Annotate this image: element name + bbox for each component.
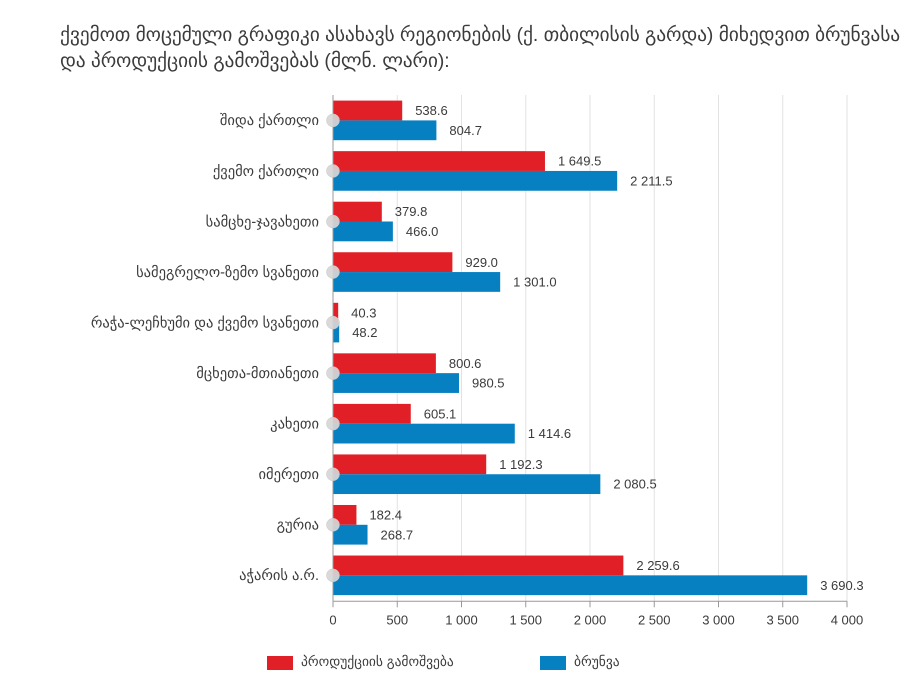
svg-text:1 500: 1 500 xyxy=(509,612,542,627)
svg-text:აჭარის ა.რ.: აჭარის ა.რ. xyxy=(239,567,319,584)
svg-text:1 000: 1 000 xyxy=(445,612,478,627)
svg-text:929.0: 929.0 xyxy=(465,255,498,270)
svg-text:2 259.6: 2 259.6 xyxy=(636,558,679,573)
svg-text:2 080.5: 2 080.5 xyxy=(613,477,656,492)
svg-text:1 192.3: 1 192.3 xyxy=(499,457,542,472)
svg-text:2 000: 2 000 xyxy=(574,612,607,627)
svg-text:804.7: 804.7 xyxy=(449,123,482,138)
svg-text:466.0: 466.0 xyxy=(406,224,439,239)
svg-text:500: 500 xyxy=(386,612,408,627)
svg-text:40.3: 40.3 xyxy=(351,305,376,320)
svg-text:კახეთი: კახეთი xyxy=(270,415,319,432)
svg-text:182.4: 182.4 xyxy=(369,507,402,522)
svg-text:605.1: 605.1 xyxy=(424,406,457,421)
svg-text:3 500: 3 500 xyxy=(766,612,799,627)
svg-text:4 000: 4 000 xyxy=(831,612,864,627)
svg-text:2 500: 2 500 xyxy=(638,612,671,627)
svg-text:980.5: 980.5 xyxy=(472,376,505,391)
svg-text:იმერეთი: იმერეთი xyxy=(259,466,320,483)
svg-text:1 301.0: 1 301.0 xyxy=(513,275,556,290)
svg-text:მცხეთა-მთიანეთი: მცხეთა-მთიანეთი xyxy=(196,365,319,382)
svg-text:48.2: 48.2 xyxy=(352,325,377,340)
svg-text:0: 0 xyxy=(329,612,336,627)
svg-text:სამეგრელო-ზემო სვანეთი: სამეგრელო-ზემო სვანეთი xyxy=(136,264,319,281)
svg-text:1 414.6: 1 414.6 xyxy=(528,426,571,441)
svg-text:538.6: 538.6 xyxy=(415,103,448,118)
svg-text:3 000: 3 000 xyxy=(702,612,735,627)
svg-text:800.6: 800.6 xyxy=(449,356,482,371)
svg-text:ქვემო ქართლი: ქვემო ქართლი xyxy=(213,163,320,180)
svg-text:379.8: 379.8 xyxy=(395,204,428,219)
svg-text:3 690.3: 3 690.3 xyxy=(820,578,863,593)
svg-text:2 211.5: 2 211.5 xyxy=(630,173,672,188)
svg-text:სამცხე-ჯავახეთი: სამცხე-ჯავახეთი xyxy=(206,213,320,230)
svg-text:შიდა ქართლი: შიდა ქართლი xyxy=(220,112,320,129)
svg-text:რაჭა-ლეჩხუმი და ქვემო სვანეთი: რაჭა-ლეჩხუმი და ქვემო სვანეთი xyxy=(91,314,320,331)
svg-text:1 649.5: 1 649.5 xyxy=(558,154,601,169)
svg-text:გურია: გურია xyxy=(277,517,319,534)
svg-text:268.7: 268.7 xyxy=(381,527,414,542)
